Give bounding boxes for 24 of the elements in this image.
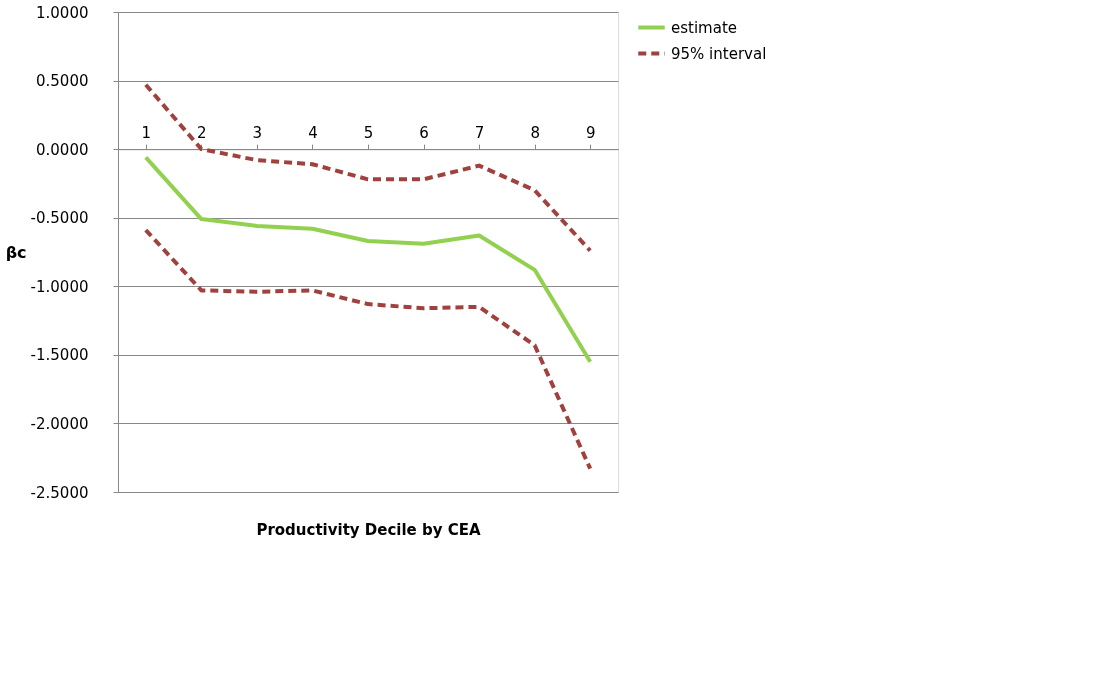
x-tick-label: 3 bbox=[252, 123, 263, 142]
x-axis-title: Productivity Decile by CEA bbox=[256, 520, 481, 539]
x-tick-label: 4 bbox=[308, 123, 318, 142]
legend-label: estimate bbox=[671, 18, 738, 37]
line-series bbox=[143, 155, 593, 364]
line-series bbox=[143, 228, 593, 471]
x-tick-label: 9 bbox=[585, 123, 596, 142]
y-tick-label: 1.0000 bbox=[36, 3, 89, 22]
x-tick-label: 8 bbox=[530, 123, 540, 142]
x-tick-label: 7 bbox=[474, 123, 485, 142]
y-tick-label: 0.0000 bbox=[36, 140, 89, 159]
y-tick-label: 0.5000 bbox=[36, 72, 89, 91]
legend-label: 95% interval bbox=[671, 44, 767, 63]
x-tick-label: 1 bbox=[141, 123, 152, 142]
y-tick-label: -1.5000 bbox=[30, 346, 89, 365]
line-series bbox=[143, 82, 593, 253]
x-tick-label: 2 bbox=[197, 123, 207, 142]
y-axis-title: βc bbox=[5, 242, 27, 262]
x-tick-label: 6 bbox=[419, 123, 429, 142]
y-tick-label: -0.5000 bbox=[30, 209, 89, 228]
y-tick-label: -2.5000 bbox=[30, 483, 89, 502]
x-tick-label: 5 bbox=[363, 123, 374, 142]
y-tick-label: -1.0000 bbox=[30, 277, 89, 296]
y-tick-label: -2.0000 bbox=[30, 414, 89, 433]
